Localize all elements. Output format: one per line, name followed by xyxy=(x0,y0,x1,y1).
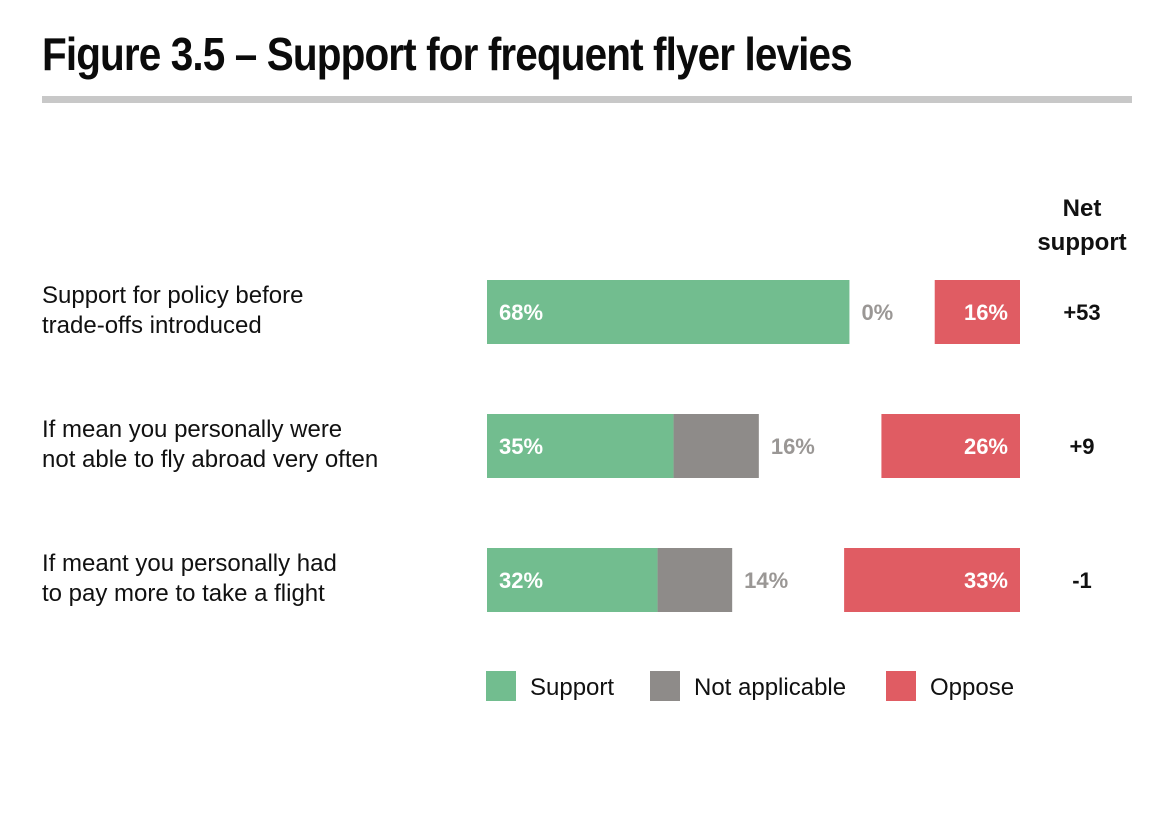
oppose-bar xyxy=(844,548,1020,612)
not-applicable-bar xyxy=(673,414,759,478)
legend-swatch xyxy=(486,671,516,701)
support-value-label: 68% xyxy=(499,300,543,325)
legend-label: Support xyxy=(530,674,614,701)
title-divider xyxy=(42,96,1132,103)
net-support-value: +53 xyxy=(1063,300,1100,325)
oppose-value-label: 16% xyxy=(964,300,1008,325)
net-support-header-line: Net xyxy=(1063,195,1102,222)
support-value-label: 32% xyxy=(499,568,543,593)
support-bar xyxy=(487,280,850,344)
category-label: If meant you personally had xyxy=(42,550,337,577)
category-label: not able to fly abroad very often xyxy=(42,446,378,473)
legend-label: Not applicable xyxy=(694,674,846,701)
not-applicable-value-label: 16% xyxy=(771,434,815,459)
net-support-header-line: support xyxy=(1037,229,1126,256)
category-label: Support for policy before xyxy=(42,282,303,309)
oppose-bar xyxy=(934,280,1020,344)
not-applicable-value-label: 0% xyxy=(861,300,893,325)
category-label: trade-offs introduced xyxy=(42,312,262,339)
oppose-value-label: 33% xyxy=(964,568,1008,593)
chart-title: Figure 3.5 – Support for frequent flyer … xyxy=(42,28,853,80)
not-applicable-bar xyxy=(657,548,733,612)
support-bar xyxy=(487,548,658,612)
oppose-bar xyxy=(881,414,1020,478)
category-label: If mean you personally were xyxy=(42,416,342,443)
support-bar xyxy=(487,414,674,478)
legend-swatch xyxy=(886,671,916,701)
legend-swatch xyxy=(650,671,680,701)
net-support-value: +9 xyxy=(1069,434,1094,459)
support-value-label: 35% xyxy=(499,434,543,459)
net-support-value: -1 xyxy=(1072,568,1092,593)
not-applicable-value-label: 14% xyxy=(744,568,788,593)
legend-label: Oppose xyxy=(930,674,1014,701)
category-label: to pay more to take a flight xyxy=(42,580,325,607)
oppose-value-label: 26% xyxy=(964,434,1008,459)
